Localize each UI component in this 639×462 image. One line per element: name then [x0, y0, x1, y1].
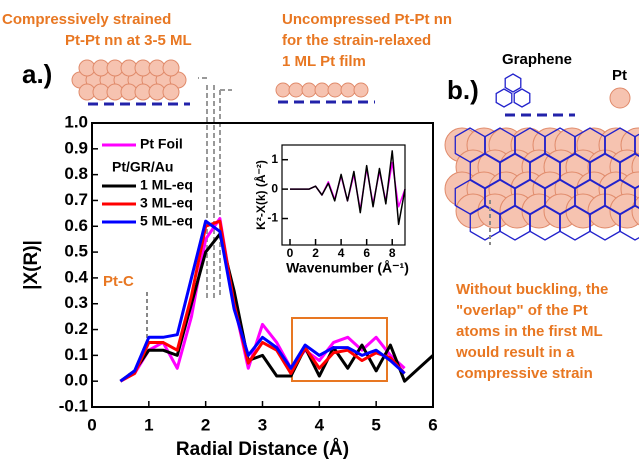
annotation: for the strain-relaxed — [282, 32, 431, 49]
y-tick-label: 0.1 — [64, 345, 88, 364]
y-tick-label: 0 — [271, 181, 278, 195]
x-tick-label: 5 — [371, 415, 380, 434]
atom — [609, 87, 631, 109]
legend-title: Pt/GR/Au — [112, 159, 173, 175]
series-line — [290, 150, 406, 226]
y-tick-label: 0.9 — [64, 138, 88, 157]
atom — [288, 82, 304, 98]
y-tick-label: 0.0 — [64, 371, 88, 390]
x-tick-label: 4 — [338, 246, 345, 260]
atom — [631, 196, 639, 226]
y-tick-label: 0.3 — [64, 293, 88, 312]
atom — [327, 82, 343, 98]
x-tick-label: 6 — [428, 415, 437, 434]
y-tick-label: 0.2 — [64, 319, 88, 338]
y-tick-label: 0.4 — [64, 267, 88, 286]
series-line — [119, 219, 406, 383]
annotation: Compressively strained — [2, 11, 171, 28]
atom — [275, 82, 291, 98]
hexagon — [634, 133, 639, 157]
x-tick-label: 8 — [389, 246, 396, 260]
atom — [301, 82, 317, 98]
annotation: 1 ML Pt film — [282, 53, 366, 70]
annotation: Uncompressed Pt-Pt nn — [282, 11, 452, 28]
x-tick-label: 2 — [312, 246, 319, 260]
y-tick-label: -0.1 — [59, 396, 88, 415]
hexagon — [619, 205, 639, 241]
note: would result in a — [455, 344, 575, 361]
y-tick-label: 1 — [271, 152, 278, 166]
y-tick-label: 0.7 — [64, 190, 88, 209]
atom — [162, 59, 180, 77]
note: atoms in the first ML — [456, 323, 603, 340]
x-tick-label: 0 — [87, 415, 96, 434]
series-line — [119, 232, 435, 383]
panel-label: b.) — [447, 75, 479, 105]
annotation: Pt-Pt nn at 3-5 ML — [65, 32, 192, 49]
y-tick-label: 0.5 — [64, 242, 88, 261]
legend-label: 5 ML-eq — [140, 213, 193, 229]
legend-label: Pt Foil — [140, 136, 183, 152]
x-tick-label: 1 — [144, 415, 153, 434]
y-axis-label: K²-X(k) (Å⁻²) — [253, 160, 268, 230]
decoration — [71, 59, 639, 241]
y-tick-label: 0.6 — [64, 216, 88, 235]
annotation: Pt — [612, 67, 627, 84]
note: "overlap" of the Pt — [456, 302, 588, 319]
x-axis-label: Wavenumber (Å⁻¹) — [286, 260, 409, 276]
hexagon — [504, 73, 522, 93]
x-tick-label: 3 — [258, 415, 267, 434]
legend-label: 3 ML-eq — [140, 195, 193, 211]
atom — [314, 82, 330, 98]
series-line — [119, 219, 406, 383]
x-tick-label: 2 — [201, 415, 210, 434]
atom — [353, 82, 369, 98]
x-tick-label: 0 — [287, 246, 294, 260]
y-axis-label: |X(R)| — [21, 240, 42, 290]
x-tick-label: 6 — [363, 246, 370, 260]
annotation: Pt-C — [103, 273, 134, 290]
y-tick-label: 1.0 — [64, 112, 88, 131]
y-tick-label: 0.8 — [64, 164, 88, 183]
annotation: Graphene — [502, 51, 572, 68]
note: compressive strain — [456, 365, 593, 382]
hexagon — [495, 88, 513, 108]
plot-frame — [281, 144, 406, 246]
legend-label: 1 ML-eq — [140, 177, 193, 193]
atom — [162, 83, 180, 101]
x-axis-label: Radial Distance (Å) — [176, 439, 349, 460]
note: Without buckling, the — [456, 281, 608, 298]
x-tick-label: 4 — [315, 415, 325, 434]
hexagon — [634, 185, 639, 209]
y-tick-label: -1 — [267, 211, 278, 225]
arrows — [198, 77, 232, 298]
panel-label: a.) — [22, 59, 52, 89]
hexagon — [513, 88, 531, 108]
atom — [340, 82, 356, 98]
